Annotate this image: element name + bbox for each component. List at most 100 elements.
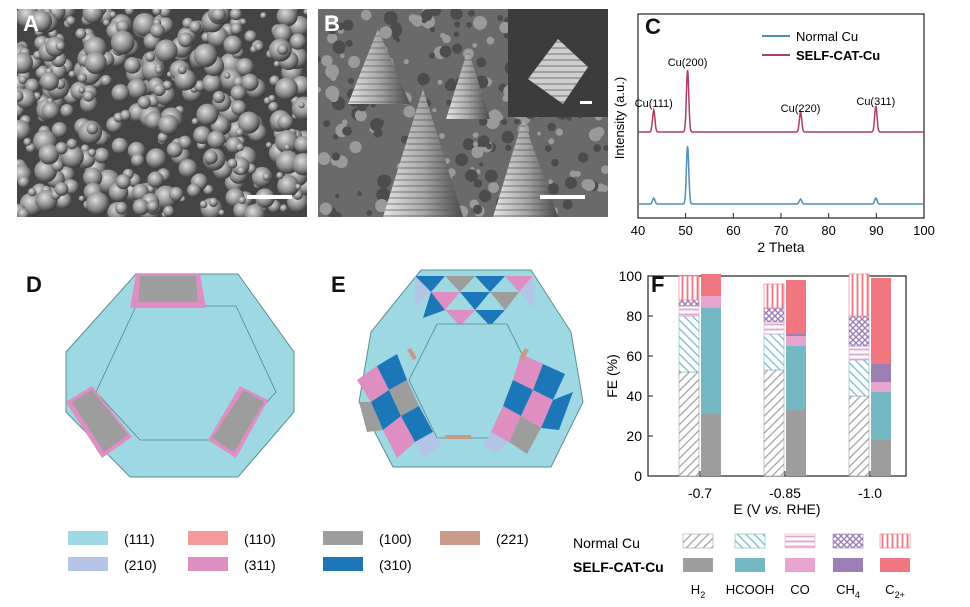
legend-swatch-self-CH4 [833, 558, 863, 572]
bar-segment-self_cat_cu-C2+ [786, 280, 806, 334]
legend-swatch-self-HCOOH [735, 558, 765, 572]
bar-segment-normal_cu-CO [763, 321, 785, 335]
bar-segment-self_cat_cu-CO [871, 382, 891, 392]
legend-swatch-normal-CO [784, 533, 816, 549]
bar-segment-self_cat_cu-H2 [786, 410, 806, 476]
x-axis-label-f: E (V vs. RHE) [733, 501, 820, 517]
facet-label: (100) [379, 531, 412, 547]
peak-label: Cu(111) [635, 98, 673, 110]
sem-texture-b [318, 9, 608, 217]
facet-100-left [72, 390, 128, 452]
peak-label: Cu(200) [668, 57, 708, 69]
inset-scale-bar-b [580, 101, 592, 104]
bar-segment-self_cat_cu-HCOOH [871, 392, 891, 440]
x-tick-label: -0.85 [769, 485, 801, 501]
bar-segment-self_cat_cu-HCOOH [701, 308, 721, 414]
bar-segment-self_cat_cu-H2 [871, 440, 891, 476]
bar-segment-normal_cu-C2+ [678, 275, 700, 301]
legend-swatch-normal-H2 [682, 533, 714, 549]
facet-label: (221) [496, 531, 529, 547]
facet-cluster-left [357, 354, 441, 458]
panel-label-d: D [26, 272, 42, 297]
bar-segment-self_cat_cu-CO [701, 296, 721, 308]
product-legend: Normal Cu SELF-CAT-Cu H2 HCOOH CO CH4 C2+ [573, 533, 911, 600]
facet-label: (210) [124, 557, 157, 573]
x-tick-label: 70 [774, 223, 788, 238]
x-tick-label: 40 [631, 223, 645, 238]
x-tick-label: -1.0 [858, 485, 882, 501]
bar-segment-normal_cu-CO [848, 345, 870, 361]
legend-swatch-normal-HCOOH [734, 533, 766, 549]
facet-swatch [188, 557, 228, 571]
bar-segment-normal_cu-H2 [848, 395, 870, 477]
legend-swatch-self-C2+ [880, 558, 910, 572]
facet-100-top [138, 276, 198, 302]
panel-label-e: E [331, 272, 346, 297]
bar-segment-self_cat_cu-H2 [701, 414, 721, 476]
facet-label: (311) [244, 557, 276, 573]
facet-label: (110) [244, 531, 276, 547]
series-line-normal-cu [638, 145, 924, 205]
facet-swatch [323, 557, 363, 571]
y-tick-label: 40 [626, 388, 642, 404]
bar-segment-self_cat_cu-CH4 [871, 364, 891, 382]
bar-segment-normal_cu-H2 [763, 369, 785, 477]
facet-label: (310) [379, 557, 412, 573]
y-axis-label-f: FE (%) [604, 354, 620, 398]
panel-label-c: C [645, 14, 661, 39]
product-label: HCOOH [726, 582, 774, 597]
sem-image-b: B [318, 9, 608, 217]
facet-221-bottom [445, 435, 471, 439]
bar-segment-normal_cu-HCOOH [848, 359, 870, 397]
facet-swatch [68, 531, 108, 545]
bar-segment-normal_cu-HCOOH [678, 315, 700, 373]
facet-cluster-top [415, 276, 535, 326]
y-tick-label: 20 [626, 428, 642, 444]
y-tick-label: 100 [619, 268, 643, 284]
x-tick-label: 90 [869, 223, 883, 238]
xrd-chart: 40 50 60 70 80 90 100 Cu(111) Cu(200) Cu(220) Cu(… [612, 13, 935, 255]
panel-label-f: F [651, 272, 665, 297]
facet-label: (111) [124, 531, 155, 547]
facet-swatch [68, 557, 108, 571]
bar-segment-self_cat_cu-CH4 [786, 334, 806, 336]
crystal-model-d [65, 273, 295, 478]
sem-image-a: A [17, 9, 307, 217]
product-label: CO [790, 582, 810, 597]
sem-texture-a [17, 9, 307, 217]
bar-segment-normal_cu-C2+ [763, 283, 785, 309]
facet-221-left [407, 348, 417, 360]
legend-row-self-cat-cu: SELF-CAT-Cu [573, 559, 664, 575]
legend-swatch-self-CO [785, 558, 815, 572]
bar-segment-normal_cu-HCOOH [763, 333, 785, 371]
peak-label: Cu(311) [856, 96, 895, 108]
peak-label: Cu(220) [781, 103, 821, 115]
legend-swatch-normal-CH4 [832, 533, 864, 549]
legend-swatch-normal-C2+ [879, 533, 911, 549]
bar-segment-self_cat_cu-C2+ [701, 274, 721, 296]
facet-100-right [212, 390, 264, 452]
bar-segment-normal_cu-CO [678, 305, 700, 317]
facet-swatch [188, 531, 228, 545]
y-tick-label: 60 [626, 348, 642, 364]
bar-segment-self_cat_cu-HCOOH [786, 346, 806, 410]
bar-segment-self_cat_cu-CO [786, 336, 806, 346]
facet-legend: (111) (110) (100) (221) (210) (311) (310) [68, 531, 529, 573]
series-line-self-cat-cu [638, 69, 924, 133]
bar-segment-normal_cu-H2 [678, 371, 700, 477]
panel-label-b: B [324, 11, 340, 36]
x-tick-label: 100 [913, 223, 935, 238]
product-label: CH4 [836, 582, 860, 600]
bar-segment-self_cat_cu-C2+ [871, 278, 891, 364]
x-tick-label: 50 [678, 223, 692, 238]
x-axis-label: 2 Theta [757, 239, 804, 255]
y-axis-label: Intensity (a.u.) [612, 77, 627, 159]
y-tick-label: 0 [634, 468, 642, 484]
facet-swatch [440, 531, 480, 545]
facet-221-right [519, 348, 529, 360]
legend-label-self-cat-cu: SELF-CAT-Cu [796, 48, 880, 63]
y-tick-label: 80 [626, 308, 642, 324]
x-tick-label: -0.7 [688, 485, 712, 501]
product-label: H2 [691, 582, 705, 600]
legend-swatch-self-H2 [683, 558, 713, 572]
